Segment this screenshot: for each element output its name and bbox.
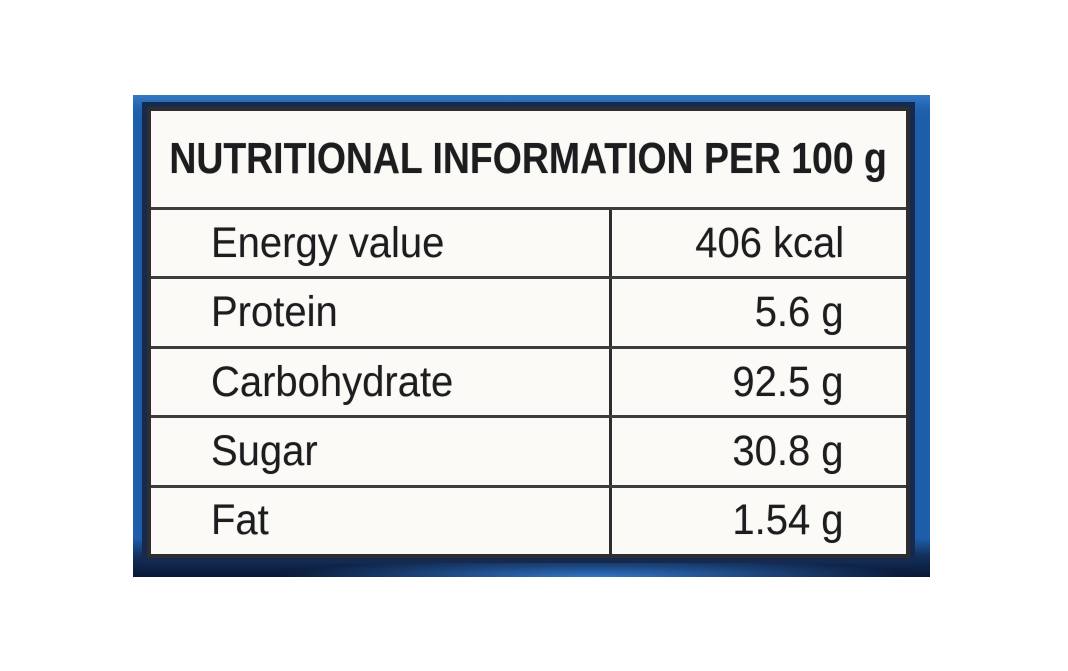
nutrient-value-cell: 92.5 g	[612, 349, 906, 415]
nutrient-name: Fat	[211, 496, 269, 545]
nutrition-table: NUTRITIONAL INFORMATION PER 100 g Energy…	[147, 107, 910, 558]
table-body: Energy value 406 kcal Protein 5.6 g	[151, 207, 906, 555]
table-row: Sugar 30.8 g	[151, 415, 906, 485]
nutrient-value-cell: 1.54 g	[612, 488, 906, 554]
table-title: NUTRITIONAL INFORMATION PER 100 g	[169, 134, 888, 183]
nutrient-name: Sugar	[211, 426, 318, 475]
nutrient-value-cell: 30.8 g	[612, 418, 906, 484]
nutrient-value: 1.54 g	[732, 496, 844, 545]
table-row: Fat 1.54 g	[151, 484, 906, 555]
nutrient-name-cell: Energy value	[151, 210, 612, 277]
nutrient-value: 30.8 g	[732, 426, 844, 475]
label-panel: NUTRITIONAL INFORMATION PER 100 g Energy…	[133, 95, 930, 577]
table-row: Energy value 406 kcal	[151, 207, 906, 277]
nutrient-value-cell: 5.6 g	[612, 279, 906, 345]
nutrient-value-cell: 406 kcal	[612, 210, 906, 276]
nutrient-value: 406 kcal	[695, 218, 844, 267]
nutrient-name: Carbohydrate	[211, 357, 454, 406]
nutrient-name-cell: Fat	[151, 487, 612, 555]
table-row: Protein 5.6 g	[151, 276, 906, 346]
nutrient-name-cell: Protein	[151, 279, 612, 346]
nutrient-name: Energy value	[211, 218, 445, 267]
nutrient-value: 92.5 g	[732, 357, 844, 406]
nutrient-name-cell: Carbohydrate	[151, 348, 612, 416]
nutrient-name-cell: Sugar	[151, 418, 612, 485]
table-row: Carbohydrate 92.5 g	[151, 345, 906, 416]
table-header: NUTRITIONAL INFORMATION PER 100 g	[151, 111, 906, 207]
nutrient-value: 5.6 g	[755, 288, 844, 337]
nutrient-name: Protein	[211, 288, 338, 337]
